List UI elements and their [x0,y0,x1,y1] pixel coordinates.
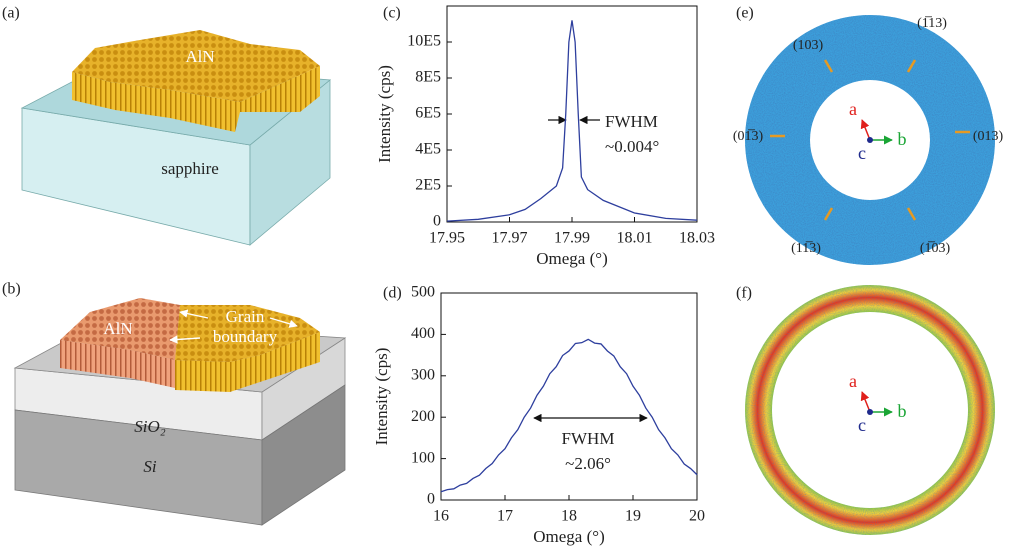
pole-figure-e: (103) (1̅13) (01̅3) (013) (11̅3) (1̅03) … [733,15,1004,265]
x-tick-label: 19 [625,508,641,525]
pole-label: (1̅13) [917,16,947,31]
y-tick-label: 8E5 [415,69,441,86]
y-tick-label: 6E5 [415,105,441,122]
annotation: Grain [226,307,265,326]
y-axis-label: Intensity (cps) [372,348,391,446]
pole-figure-f: a b c [745,285,995,535]
annotation: boundary [213,327,278,346]
panel-label: (a) [2,5,20,22]
axes-frame [447,6,697,222]
pole-label: (11̅3) [791,241,821,256]
axis-label: a [849,371,857,391]
panel-label: (b) [2,281,21,298]
page: {"panel_labels": ["(a)", "(b)", "(c)", "… [0,0,1009,550]
pole-label: (103) [793,38,824,53]
y-tick-label: 2E5 [415,177,441,194]
film-label: AlN [185,47,214,66]
axis-label: c [858,143,866,163]
layer-label: Si [143,457,157,476]
y-tick-label: 300 [411,366,435,383]
axis-arrow [862,120,870,140]
film-label: AlN [103,319,132,338]
annotation: FWHM [562,429,615,448]
x-tick-label: 16 [433,508,449,525]
x-tick-label: 18 [561,508,577,525]
y-tick-label: 10E5 [407,33,441,50]
axis-dot [867,409,873,415]
axis-label: c [858,415,866,435]
layer-label: SiO₂ [134,417,166,436]
x-tick-label: 17 [497,508,513,525]
axis-label: b [898,129,907,149]
annotation: FWHM [605,112,658,131]
figure: (a) (b) (c) (d) (e) (f) AlN sapphire AlN… [0,0,1009,550]
panel-label: (e) [736,5,754,22]
y-tick-label: 400 [411,325,435,342]
illustration-b: AlN Grain boundary SiO₂ Si [15,298,345,525]
x-tick-label: 18.03 [679,230,715,247]
axis-dot [867,137,873,143]
panel-label: (c) [383,5,401,22]
annotation: ~2.06° [565,454,611,473]
y-axis-label: Intensity (cps) [375,65,394,163]
y-tick-label: 500 [411,284,435,301]
x-axis-label: Omega (°) [536,249,607,268]
pole-label: (01̅3) [733,129,764,144]
y-tick-label: 0 [433,213,441,230]
substrate-label: sapphire [161,159,219,178]
y-tick-label: 100 [411,449,435,466]
data-line [447,20,697,221]
panel-label: (d) [383,285,402,302]
pole-label: (1̅03) [920,241,951,256]
x-axis-label: Omega (°) [533,527,604,546]
y-tick-label: 4E5 [415,141,441,158]
axis-label: b [898,401,907,421]
axis-arrow [862,392,870,412]
panel-label: (f) [736,285,752,302]
x-tick-label: 17.95 [429,230,465,247]
y-tick-label: 200 [411,408,435,425]
x-tick-label: 17.99 [554,230,590,247]
x-tick-label: 20 [689,508,705,525]
illustration-a: AlN sapphire [22,30,330,245]
x-tick-label: 17.97 [492,230,528,247]
x-tick-label: 18.01 [617,230,653,247]
annotation: ~0.004° [605,137,659,156]
y-tick-label: 0 [427,491,435,508]
pole-label: (013) [973,129,1004,144]
axis-label: a [849,99,857,119]
